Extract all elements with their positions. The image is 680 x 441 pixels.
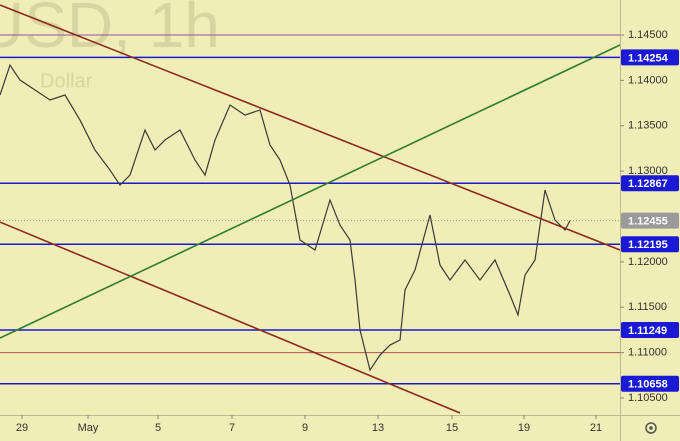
x-tick-label: 7 bbox=[229, 422, 235, 434]
y-tick-label: 1.13000 bbox=[628, 165, 668, 177]
watermark: USD, 1h bbox=[0, 0, 220, 61]
x-tick-label: 21 bbox=[590, 422, 602, 434]
level-tag-label: 1.11249 bbox=[628, 325, 667, 337]
level-tag bbox=[621, 175, 679, 192]
x-tick-label: May bbox=[78, 422, 99, 434]
x-tick-label: 29 bbox=[16, 422, 28, 434]
level-tag-label: 1.14254 bbox=[628, 52, 669, 64]
y-tick-label: 1.12000 bbox=[628, 256, 668, 268]
series-line bbox=[0, 221, 461, 414]
y-tick-label: 1.14000 bbox=[628, 74, 668, 86]
y-tick-label: 1.14500 bbox=[628, 29, 668, 41]
level-tag-label: 1.12195 bbox=[628, 239, 668, 251]
y-tick-label: 1.11000 bbox=[628, 347, 667, 359]
y-tick-label: 1.11500 bbox=[628, 301, 667, 313]
watermark-sub: Dollar bbox=[40, 70, 93, 92]
level-tag bbox=[621, 236, 679, 253]
y-tick-label: 1.13500 bbox=[628, 120, 668, 132]
x-tick-label: 5 bbox=[155, 422, 161, 434]
series-line bbox=[0, 63, 571, 372]
level-tag bbox=[621, 49, 679, 66]
last-price-label: 1.12455 bbox=[628, 216, 668, 228]
series-line bbox=[0, 4, 620, 251]
level-tag bbox=[621, 322, 679, 339]
level-tag-label: 1.10658 bbox=[628, 379, 668, 391]
series-line bbox=[0, 44, 620, 339]
settings-icon[interactable] bbox=[645, 422, 657, 434]
level-tag-label: 1.12867 bbox=[628, 178, 668, 190]
x-tick-label: 13 bbox=[372, 422, 384, 434]
x-tick-label: 19 bbox=[518, 422, 530, 434]
x-tick-label: 9 bbox=[302, 422, 308, 434]
level-tag bbox=[621, 375, 679, 392]
y-tick-label: 1.10500 bbox=[628, 392, 668, 404]
last-price-tag bbox=[621, 212, 679, 229]
x-tick-label: 15 bbox=[446, 422, 458, 434]
plot-area: USD, 1h Dollar bbox=[0, 0, 620, 414]
